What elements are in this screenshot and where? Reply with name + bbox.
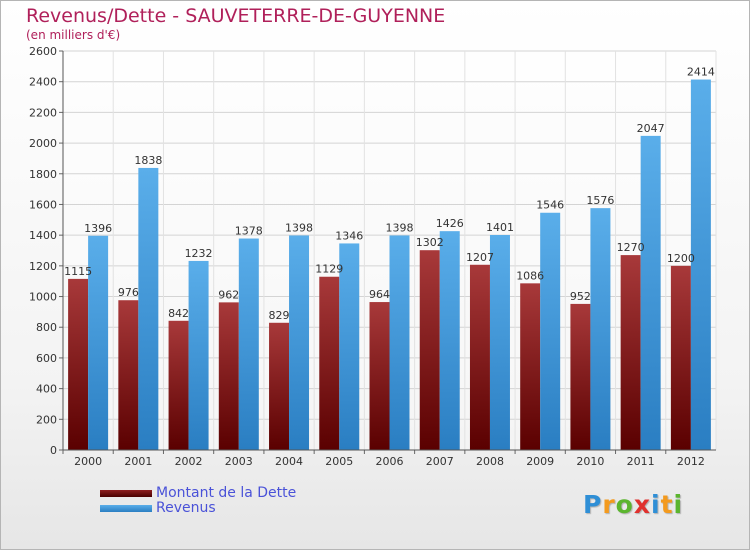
y-tick-label: 1000 bbox=[29, 291, 57, 304]
logo-letter: P bbox=[583, 490, 603, 519]
legend-swatch-dette bbox=[100, 490, 152, 497]
bar-revenus bbox=[540, 212, 561, 450]
data-label-dette: 1207 bbox=[466, 251, 494, 264]
bar-revenus bbox=[339, 243, 360, 450]
x-tick-label: 2005 bbox=[325, 455, 353, 468]
bar-dette bbox=[469, 264, 490, 450]
bar-dette bbox=[570, 303, 591, 450]
data-label-dette: 952 bbox=[570, 290, 591, 303]
proxiti-logo: Proxiti bbox=[583, 490, 683, 519]
y-tick-label: 1600 bbox=[29, 198, 57, 211]
y-tick-label: 2200 bbox=[29, 106, 57, 119]
chart-title: Revenus/Dette - SAUVETERRE-DE-GUYENNE bbox=[26, 5, 446, 27]
x-tick-label: 2008 bbox=[476, 455, 504, 468]
x-tick-label: 2000 bbox=[74, 455, 102, 468]
data-label-revenus: 1396 bbox=[84, 222, 112, 235]
bar-revenus bbox=[489, 235, 510, 450]
y-tick-label: 200 bbox=[36, 413, 57, 426]
data-label-revenus: 2414 bbox=[687, 66, 715, 79]
y-tick-label: 2600 bbox=[29, 45, 57, 58]
x-tick-label: 2001 bbox=[124, 455, 152, 468]
data-label-revenus: 1576 bbox=[586, 194, 614, 207]
bar-dette bbox=[168, 320, 189, 450]
bar-dette bbox=[319, 276, 340, 450]
data-label-revenus: 1398 bbox=[386, 221, 414, 234]
y-tick-label: 800 bbox=[36, 321, 57, 334]
bar-dette bbox=[118, 300, 139, 450]
x-tick-label: 2011 bbox=[627, 455, 655, 468]
data-label-revenus: 1546 bbox=[536, 199, 564, 212]
x-tick-label: 2012 bbox=[677, 455, 705, 468]
bar-dette bbox=[419, 250, 440, 450]
data-label-dette: 964 bbox=[369, 288, 390, 301]
bar-dette bbox=[670, 265, 691, 450]
bar-revenus bbox=[289, 235, 310, 450]
bar-dette bbox=[269, 322, 290, 450]
x-tick-label: 2006 bbox=[376, 455, 404, 468]
x-tick-label: 2007 bbox=[426, 455, 454, 468]
chart-subtitle: (en milliers d'€) bbox=[26, 28, 121, 42]
data-label-revenus: 1232 bbox=[185, 247, 213, 260]
data-label-revenus: 1346 bbox=[335, 229, 363, 242]
data-label-revenus: 1426 bbox=[436, 217, 464, 230]
y-tick-label: 1800 bbox=[29, 168, 57, 181]
logo-letter: r bbox=[602, 490, 616, 519]
bar-dette bbox=[520, 283, 541, 450]
bar-revenus bbox=[238, 238, 259, 450]
x-tick-label: 2010 bbox=[576, 455, 604, 468]
bar-revenus bbox=[88, 235, 109, 450]
bar-dette bbox=[369, 302, 390, 450]
logo-letter: i bbox=[651, 490, 661, 519]
logo-letter: x bbox=[633, 490, 651, 519]
data-label-dette: 1115 bbox=[64, 265, 92, 278]
data-label-revenus: 2047 bbox=[637, 122, 665, 135]
data-label-revenus: 1398 bbox=[285, 221, 313, 234]
logo-letter: i bbox=[673, 490, 684, 519]
data-label-dette: 1200 bbox=[667, 252, 695, 265]
bar-revenus bbox=[590, 208, 611, 450]
x-tick-label: 2009 bbox=[526, 455, 554, 468]
legend-label-dette: Montant de la Dette bbox=[156, 485, 297, 501]
y-tick-label: 0 bbox=[50, 444, 57, 457]
bar-revenus bbox=[389, 235, 410, 450]
data-label-dette: 842 bbox=[168, 307, 189, 320]
logo-letter: t bbox=[660, 490, 674, 519]
data-label-revenus: 1401 bbox=[486, 221, 514, 234]
bar-dette bbox=[218, 302, 239, 450]
x-tick-label: 2003 bbox=[225, 455, 253, 468]
x-tick-label: 2004 bbox=[275, 455, 303, 468]
y-tick-label: 600 bbox=[36, 352, 57, 365]
y-tick-label: 1200 bbox=[29, 260, 57, 273]
data-label-dette: 1129 bbox=[315, 263, 343, 276]
y-tick-label: 2000 bbox=[29, 137, 57, 150]
legend-label-revenus: Revenus bbox=[156, 500, 216, 516]
y-tick-label: 1400 bbox=[29, 229, 57, 242]
bar-dette bbox=[620, 255, 641, 450]
data-label-dette: 1270 bbox=[617, 241, 645, 254]
bar-revenus bbox=[640, 135, 661, 450]
y-tick-label: 400 bbox=[36, 383, 57, 396]
data-label-dette: 976 bbox=[118, 286, 139, 299]
data-label-revenus: 1378 bbox=[235, 225, 263, 238]
y-tick-label: 2400 bbox=[29, 76, 57, 89]
bar-revenus bbox=[138, 167, 159, 451]
data-label-dette: 962 bbox=[218, 288, 239, 301]
data-label-revenus: 1838 bbox=[134, 154, 162, 167]
data-label-dette: 829 bbox=[269, 309, 290, 322]
legend-swatch-revenus bbox=[100, 505, 152, 512]
data-label-dette: 1302 bbox=[416, 236, 444, 249]
bar-dette bbox=[68, 278, 89, 450]
bar-revenus bbox=[439, 231, 460, 450]
x-tick-label: 2002 bbox=[175, 455, 203, 468]
bar-revenus bbox=[188, 260, 209, 450]
bar-revenus bbox=[690, 79, 711, 450]
logo-letter: o bbox=[615, 490, 634, 519]
data-label-dette: 1086 bbox=[516, 269, 544, 282]
